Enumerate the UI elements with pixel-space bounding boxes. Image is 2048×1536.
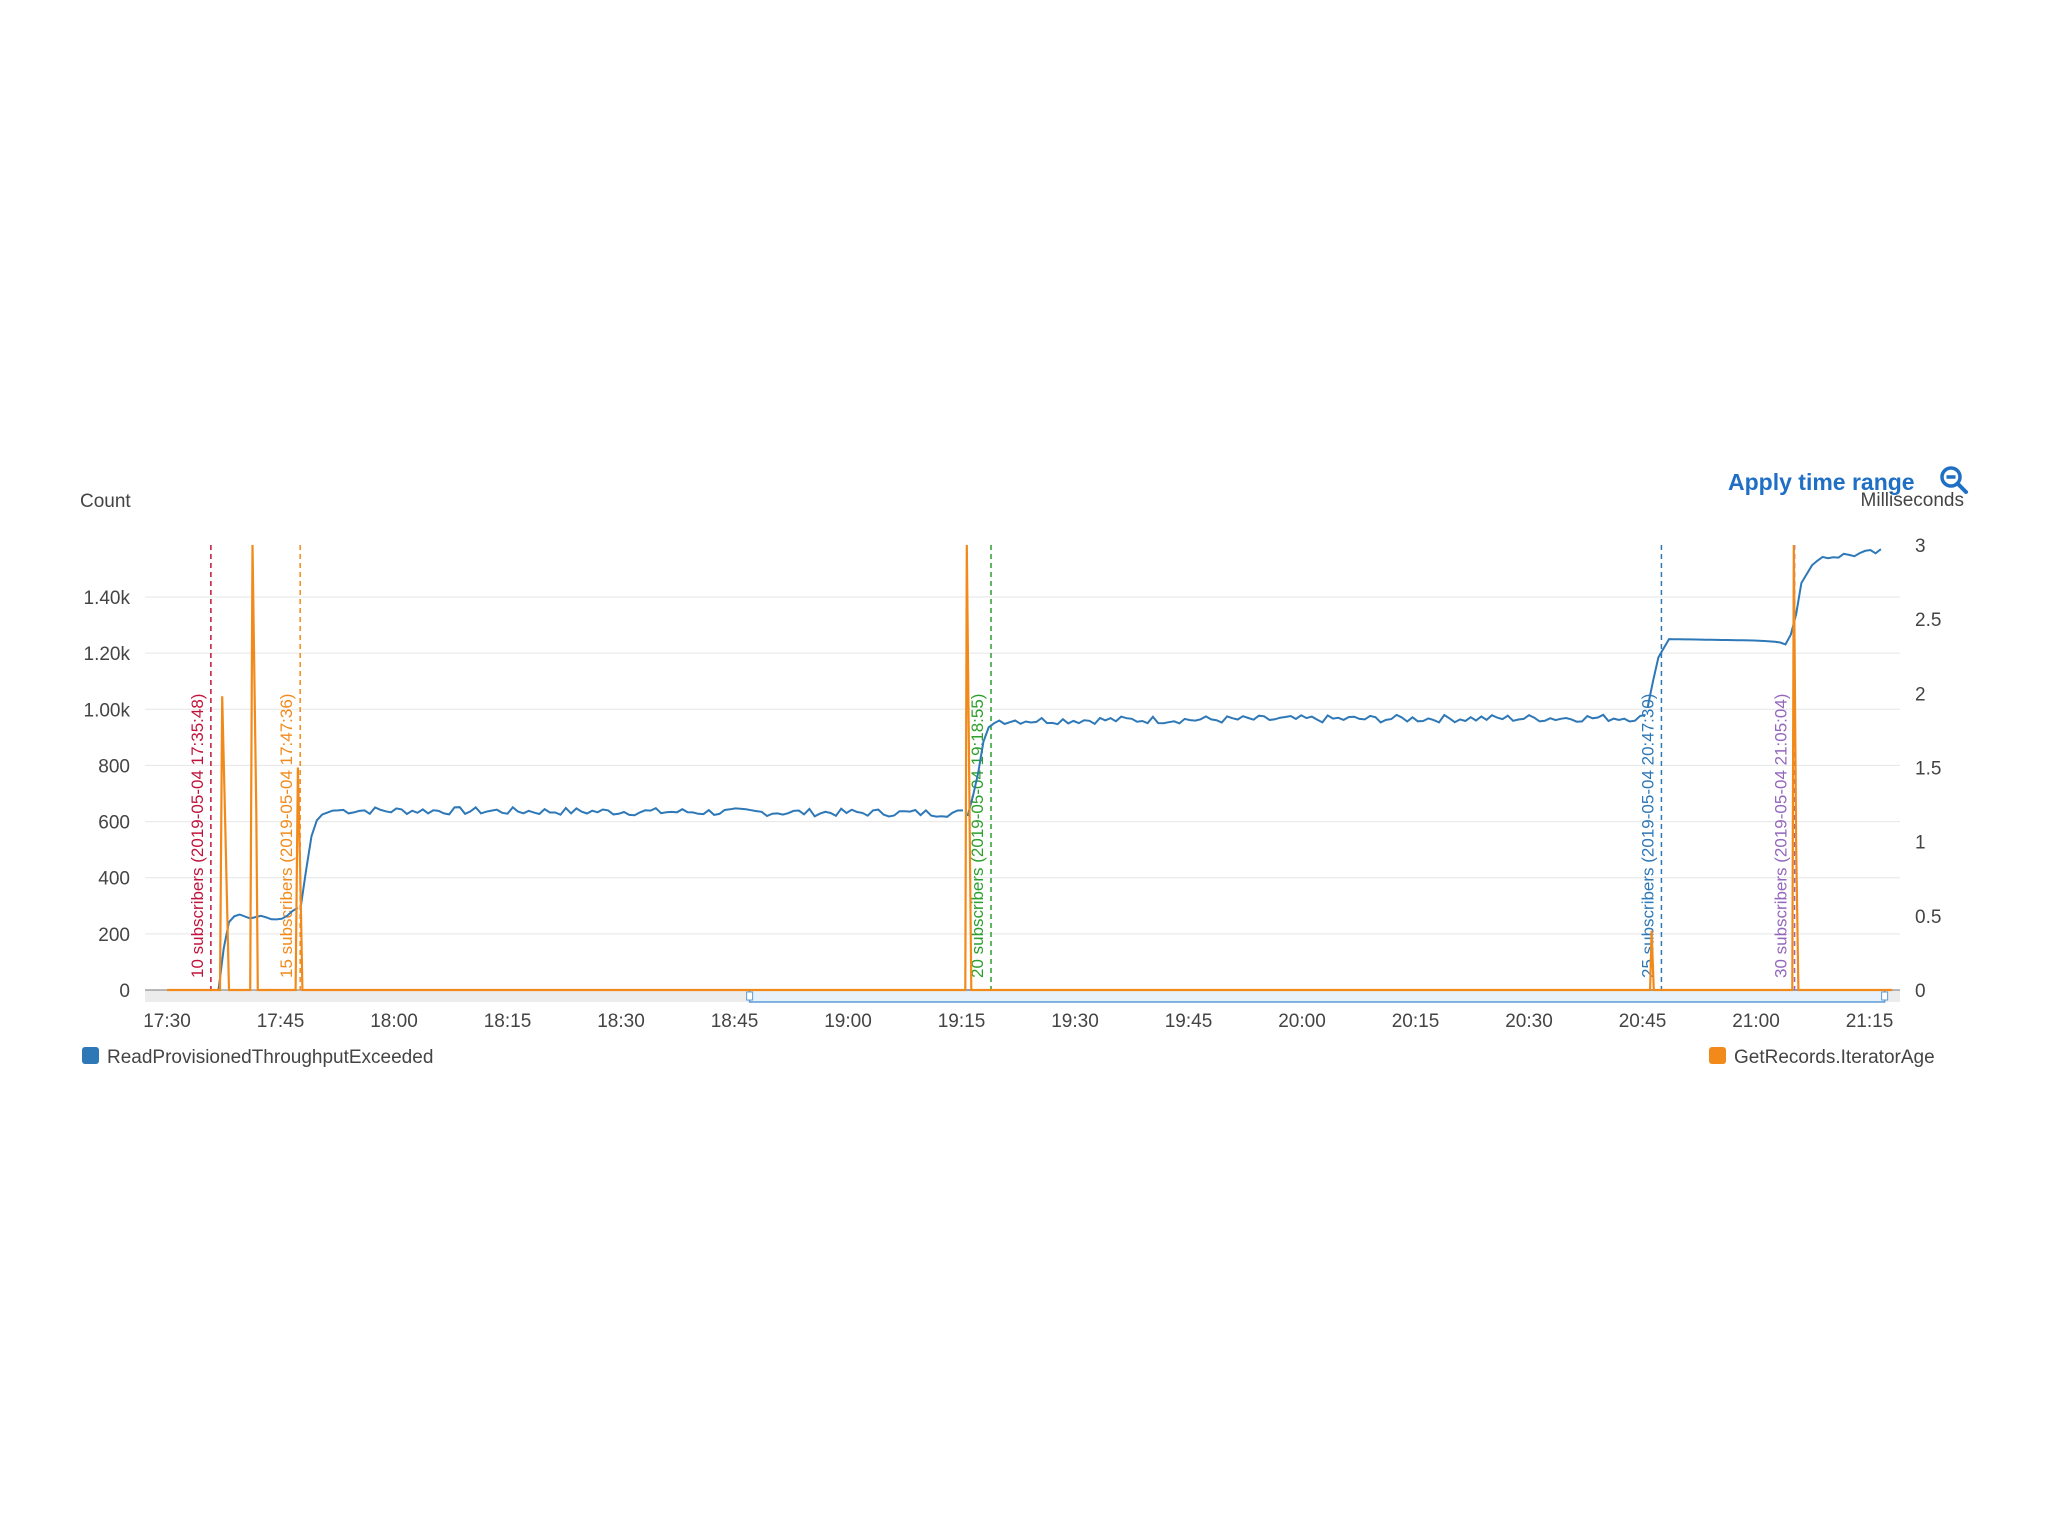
x-tick-label: 17:45 <box>257 1011 305 1032</box>
right-axis-label: Milliseconds <box>1861 490 1964 511</box>
apply-time-range-button[interactable]: Apply time range <box>1728 469 1915 495</box>
legend-label-iterator: GetRecords.IteratorAge <box>1734 1047 1935 1068</box>
legend-swatch-read <box>82 1047 99 1064</box>
left-axis-label: Count <box>80 491 131 512</box>
annotation-label: 30 subscribers (2019-05-04 21:05:04) <box>1772 694 1791 978</box>
x-tick-label: 20:45 <box>1619 1011 1667 1032</box>
left-tick-label: 1.00k <box>84 700 131 721</box>
left-tick-label: 600 <box>98 813 130 834</box>
x-tick-label: 19:00 <box>824 1011 872 1032</box>
right-tick-label: 2.5 <box>1915 610 1941 631</box>
right-tick-label: 3 <box>1915 536 1926 557</box>
x-tick-label: 19:15 <box>938 1011 986 1032</box>
annotation-label: 25 subscribers (2019-05-04 20:47:30) <box>1638 694 1657 978</box>
x-tick-label: 19:45 <box>1165 1011 1213 1032</box>
x-tick-label: 18:45 <box>711 1011 759 1032</box>
right-tick-label: 1 <box>1915 833 1926 854</box>
annotation-label: 10 subscribers (2019-05-04 17:35:48) <box>188 694 207 978</box>
zoom-out-icon[interactable] <box>1938 464 1970 496</box>
right-tick-label: 0 <box>1915 981 1926 1002</box>
series-line-read-provisioned <box>299 805 964 906</box>
x-tick-label: 18:15 <box>484 1011 532 1032</box>
legend-swatch-iterator <box>1709 1047 1726 1064</box>
time-range-selection[interactable] <box>748 989 1886 1003</box>
x-tick-label: 17:30 <box>143 1011 191 1032</box>
series-line-read-provisioned <box>966 713 1646 817</box>
range-handle-right[interactable] <box>1881 991 1889 1001</box>
left-tick-label: 400 <box>98 869 130 890</box>
x-tick-label: 19:30 <box>1051 1011 1099 1032</box>
x-tick-label: 21:15 <box>1846 1011 1894 1032</box>
series-line-iterator-age <box>167 544 1893 992</box>
range-handle-left[interactable] <box>746 991 754 1001</box>
legend-label-read: ReadProvisionedThroughputExceeded <box>107 1047 433 1068</box>
x-tick-label: 18:30 <box>597 1011 645 1032</box>
left-tick-label: 1.40k <box>84 588 131 609</box>
x-tick-label: 20:00 <box>1278 1011 1326 1032</box>
annotation-label: 15 subscribers (2019-05-04 17:47:36) <box>277 694 296 978</box>
series-line-read-provisioned <box>1646 548 1882 707</box>
left-tick-label: 800 <box>98 756 130 777</box>
x-tick-label: 20:15 <box>1392 1011 1440 1032</box>
right-tick-label: 1.5 <box>1915 759 1941 780</box>
right-tick-label: 0.5 <box>1915 907 1941 928</box>
annotation-label: 20 subscribers (2019-05-04 19:18:55) <box>968 694 987 978</box>
x-tick-label: 20:30 <box>1505 1011 1553 1032</box>
x-tick-label: 21:00 <box>1732 1011 1780 1032</box>
left-tick-label: 200 <box>98 925 130 946</box>
x-tick-label: 18:00 <box>370 1011 418 1032</box>
left-tick-label: 1.20k <box>84 644 131 665</box>
right-tick-label: 2 <box>1915 684 1926 705</box>
left-tick-label: 0 <box>119 981 130 1002</box>
